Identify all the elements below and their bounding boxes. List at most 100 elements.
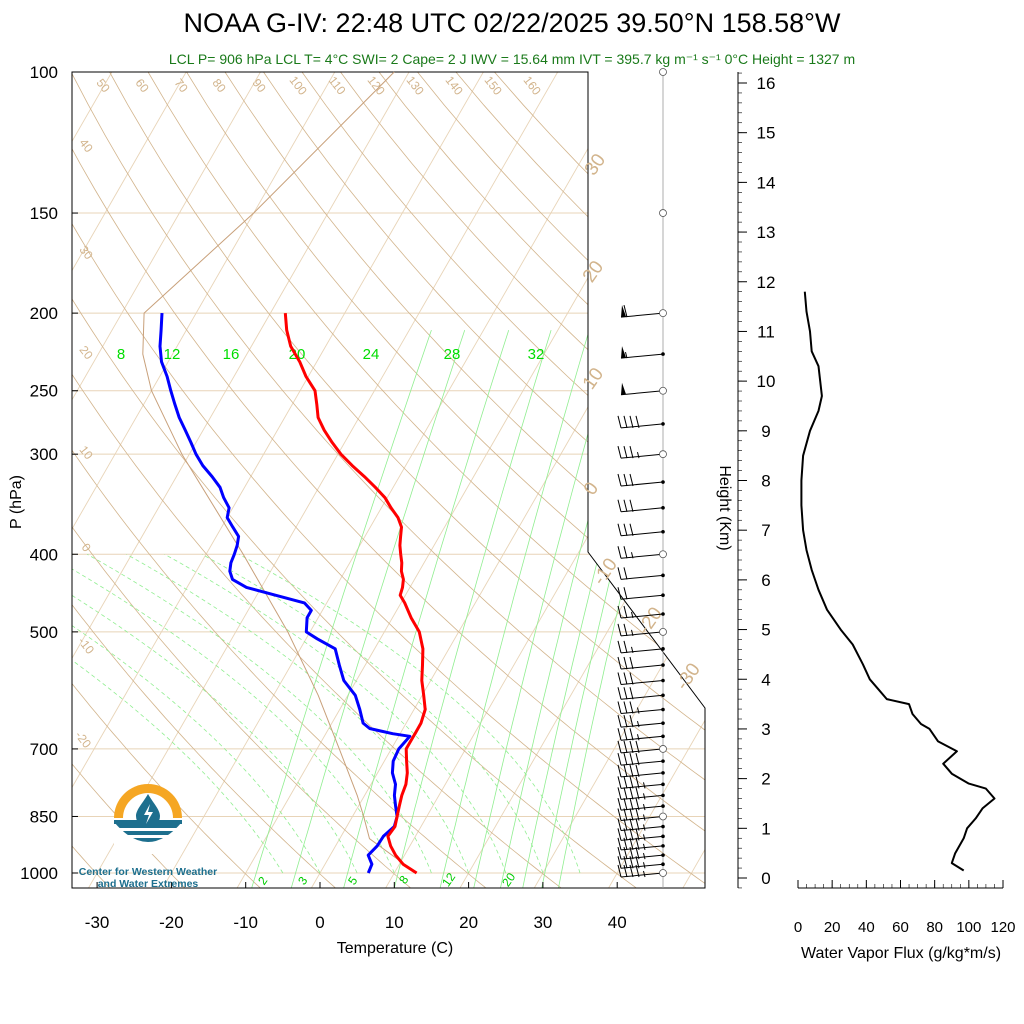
wind-barb-feather xyxy=(635,740,640,754)
flux-tick-label: 20 xyxy=(824,919,841,936)
wind-barb-dot xyxy=(661,771,665,775)
mixing-ratio-line xyxy=(521,329,658,888)
wind-barb xyxy=(617,587,665,600)
flux-tick-label: 100 xyxy=(956,919,981,936)
dry-adiabat-label: 140 xyxy=(442,73,466,98)
water-drop-sun-icon xyxy=(114,784,182,854)
wind-barb-shaft xyxy=(620,453,664,459)
wind-barb xyxy=(617,753,665,766)
wind-barb-feather xyxy=(623,446,628,459)
wind-barb xyxy=(620,382,665,396)
dry-adiabat-line xyxy=(340,72,705,888)
wind-barb-half-feather xyxy=(631,611,634,619)
wind-barb-feather xyxy=(635,764,640,778)
isotherm-line xyxy=(161,72,643,888)
wind-barb-feather xyxy=(623,656,628,670)
isotherm-line xyxy=(72,72,123,888)
wind-barb-dot xyxy=(661,824,665,829)
pressure-tick-label: 150 xyxy=(30,204,58,223)
wind-barb-half-feather xyxy=(631,552,634,559)
moist-adiabat-line xyxy=(72,553,358,874)
wind-barb-feather xyxy=(617,701,622,714)
dry-adiabat-line xyxy=(72,72,489,888)
wind-barb-shaft xyxy=(620,835,664,841)
height-tick-label: 9 xyxy=(761,422,770,441)
wind-barb-feather xyxy=(635,415,640,429)
mixing-ratio-line xyxy=(250,329,432,888)
wind-barb-feather xyxy=(617,587,622,600)
mixing-ratio-label: 5 xyxy=(345,874,360,888)
wind-barb-feather xyxy=(629,701,634,714)
wind-barb-shaft xyxy=(620,507,664,513)
wind-barb-half-feather xyxy=(643,862,646,869)
wind-barb-feather xyxy=(635,797,640,811)
dry-adiabat-line xyxy=(72,72,640,888)
wind-barb-feather xyxy=(623,473,628,487)
mixing-ratio-label: 24 xyxy=(363,346,380,363)
dry-adiabat-line xyxy=(147,72,705,888)
height-tick-label: 13 xyxy=(757,223,776,242)
height-tick-label: 4 xyxy=(761,670,770,689)
flux-tick-label: 80 xyxy=(926,919,943,936)
logo-line-1: Center for Western Weather xyxy=(78,866,218,878)
wind-barb-feather xyxy=(629,446,634,459)
pressure-tick-label: 400 xyxy=(30,545,58,564)
isotherm-line xyxy=(86,72,569,888)
wind-barb xyxy=(617,499,665,513)
wind-barb-feather xyxy=(623,546,628,559)
wind-barb-feather xyxy=(617,672,622,685)
wind-barb-dot xyxy=(661,693,665,698)
temperature-tick-label: 40 xyxy=(608,913,627,932)
wind-barb-dot xyxy=(661,647,665,651)
background-lines xyxy=(72,72,705,888)
pressure-tick-label: 700 xyxy=(30,740,58,759)
wind-barb-shaft xyxy=(620,423,664,429)
wind-barb-dot xyxy=(661,844,665,848)
isotherm-label: -30 xyxy=(672,660,705,695)
dry-adiabat-line xyxy=(109,72,705,888)
wind-barb-dot xyxy=(661,862,665,866)
wind-barb-shaft xyxy=(620,722,664,728)
temperature-profile xyxy=(283,312,427,875)
wind-barb-feather xyxy=(635,753,640,766)
y-axis-label: P (hPa) xyxy=(8,475,25,529)
wind-barb xyxy=(620,346,665,359)
wind-barb-feather xyxy=(623,701,628,714)
isotherm-label: 20 xyxy=(579,257,608,286)
staff-marker xyxy=(659,68,667,76)
isotherm-line xyxy=(532,72,705,888)
wind-barb xyxy=(617,828,665,841)
dry-adiabat-line xyxy=(263,72,705,888)
wind-barb-shaft xyxy=(620,735,664,741)
wind-barb-half-feather xyxy=(643,824,646,831)
wind-barb-feather xyxy=(629,715,634,728)
wind-barb-dot xyxy=(661,721,665,725)
wind-barb-feather xyxy=(629,753,634,766)
height-tick-label: 7 xyxy=(761,521,770,540)
wind-barb-shaft xyxy=(620,772,664,778)
mixing-ratio-line xyxy=(393,329,552,888)
pressure-tick-label: 200 xyxy=(30,304,58,323)
isotherm-line xyxy=(72,72,495,888)
staff-marker xyxy=(659,450,667,459)
wind-barb-half-feather xyxy=(643,843,646,851)
wind-barb-feather xyxy=(623,715,628,728)
chart-title: NOAA G-IV: 22:48 UTC 02/22/2025 39.50°N … xyxy=(183,8,841,38)
wind-barb-shaft xyxy=(620,574,664,580)
wind-barb-feather xyxy=(635,776,640,789)
temperature-tick-label: 30 xyxy=(533,913,552,932)
isotherm-line xyxy=(607,72,705,888)
mixing-ratio-line xyxy=(557,329,688,888)
wind-barb-feather xyxy=(623,797,628,811)
wind-barb-feather xyxy=(617,640,622,653)
staff-marker xyxy=(659,812,667,821)
mixing-ratio-line xyxy=(290,329,466,888)
staff-marker xyxy=(659,745,667,753)
dry-adiabat-line xyxy=(494,72,705,888)
logo-caption: Center for Western Weather and Water Ext… xyxy=(68,866,228,890)
wind-barb xyxy=(617,740,665,754)
height-tick-label: 12 xyxy=(757,273,776,292)
temperature-tick-label: 20 xyxy=(459,913,478,932)
flux-tick-label: 40 xyxy=(858,919,875,936)
flux-tick-label: 60 xyxy=(892,919,909,936)
